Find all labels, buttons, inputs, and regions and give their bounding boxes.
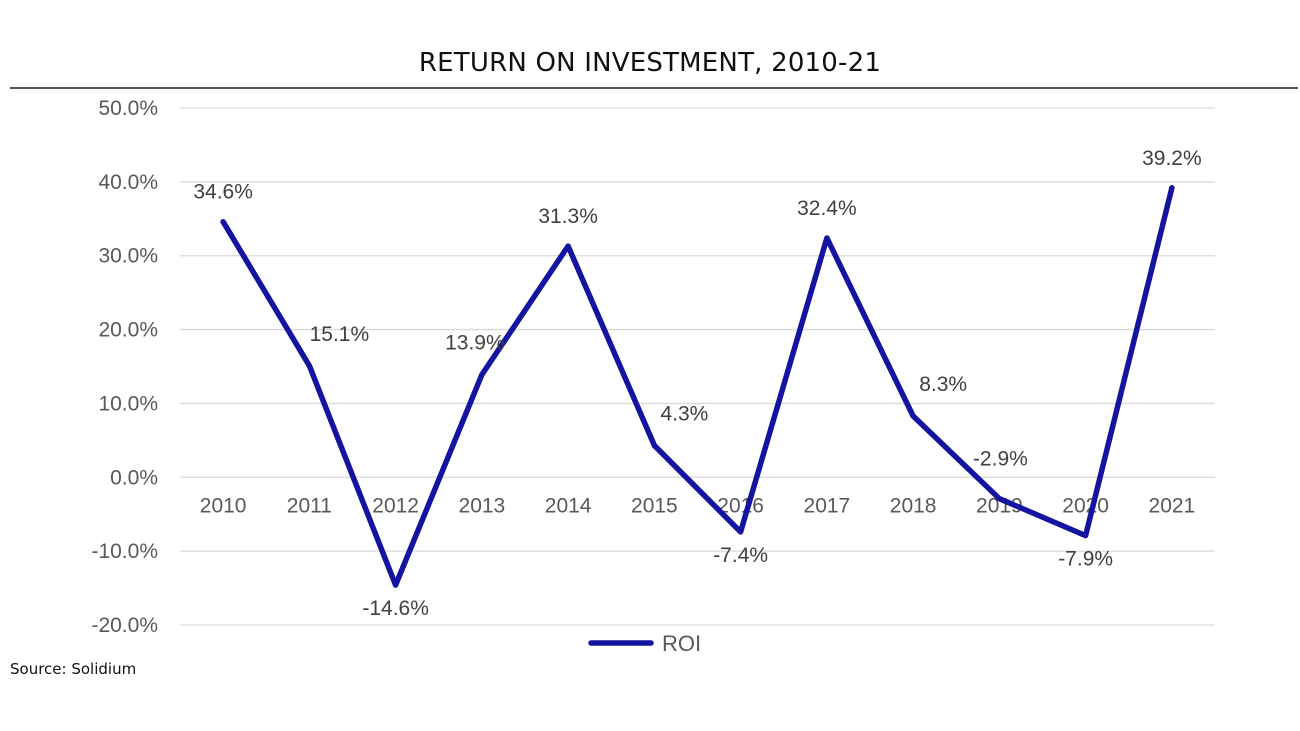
data-label: 4.3% <box>660 403 708 426</box>
x-tick-label: 2014 <box>545 494 592 517</box>
data-labels: 34.6% 15.1% -14.6% 13.9% 31.3% 4.3% -7.4% 32.4%… <box>193 147 1201 620</box>
data-label: -7.4% <box>713 544 768 567</box>
y-tick-label: -10.0% <box>91 540 158 563</box>
y-tick-label: 50.0% <box>98 97 158 120</box>
y-tick-label: -20.0% <box>91 614 158 637</box>
y-axis-ticks: 50.0% 40.0% 30.0% 20.0% 10.0% 0.0% -10.0% -20.0… <box>91 97 158 637</box>
x-axis-ticks: 2010 2011 2012 2013 2014 2015 2016 2017 2018 2019… <box>200 494 1195 517</box>
data-label: 8.3% <box>919 373 967 396</box>
data-label: 39.2% <box>1142 147 1202 170</box>
data-label: 31.3% <box>538 205 598 228</box>
x-tick-label: 2015 <box>631 494 678 517</box>
y-tick-label: 40.0% <box>98 171 158 194</box>
y-tick-label: 30.0% <box>98 245 158 268</box>
source-note: Source: Solidium <box>10 660 137 678</box>
x-tick-label: 2011 <box>287 494 332 517</box>
y-tick-label: 10.0% <box>98 392 158 415</box>
x-tick-label: 2021 <box>1149 494 1196 517</box>
legend: ROI <box>588 631 701 656</box>
series-line-roi <box>220 185 1175 588</box>
data-label: 32.4% <box>797 197 857 220</box>
x-tick-label: 2020 <box>1062 494 1109 517</box>
data-label: 34.6% <box>193 181 253 204</box>
chart-title: RETURN ON INVESTMENT, 2010-21 <box>418 48 882 78</box>
x-tick-label: 2010 <box>200 494 247 517</box>
series-layer <box>220 185 1175 588</box>
x-tick-label: 2019 <box>976 494 1023 517</box>
legend-label-roi: ROI <box>662 631 701 656</box>
y-tick-label: 0.0% <box>110 466 158 489</box>
title-rule <box>10 87 1298 89</box>
data-label: -7.9% <box>1058 548 1113 571</box>
x-tick-label: 2017 <box>804 494 851 517</box>
x-tick-label: 2018 <box>890 494 937 517</box>
data-label: -2.9% <box>973 448 1028 471</box>
data-label: -14.6% <box>362 597 429 620</box>
y-tick-label: 20.0% <box>98 319 158 342</box>
data-label: 15.1% <box>310 323 370 346</box>
data-label: 13.9% <box>445 332 505 355</box>
x-tick-label: 2013 <box>459 494 506 517</box>
x-tick-label: 2012 <box>372 494 419 517</box>
